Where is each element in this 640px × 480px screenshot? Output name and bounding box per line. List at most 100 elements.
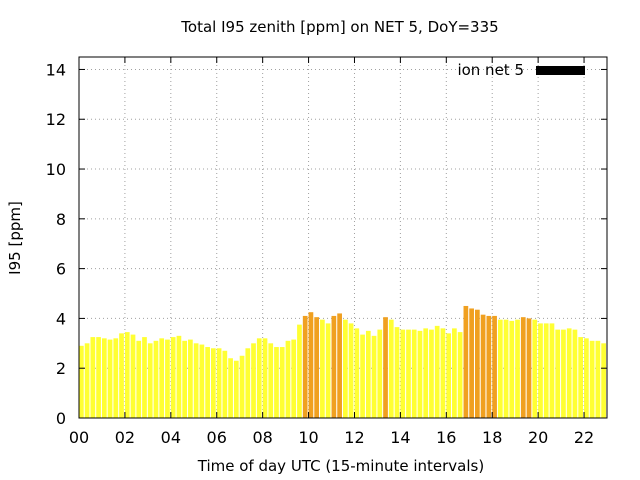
bar	[343, 319, 348, 418]
ticks	[78, 57, 607, 419]
bar	[394, 327, 400, 418]
bar	[79, 345, 84, 418]
x-axis-label: Time of day UTC (15-minute intervals)	[197, 457, 484, 475]
bar	[377, 329, 383, 418]
bar	[274, 347, 279, 418]
bar	[354, 328, 360, 418]
bar	[165, 339, 170, 418]
bar	[136, 340, 142, 418]
x-tick-label: 20	[528, 428, 548, 447]
bar	[147, 343, 153, 418]
bar	[113, 338, 119, 418]
bar	[205, 347, 210, 418]
bar	[90, 337, 96, 418]
bar	[130, 334, 136, 418]
y-tick-label: 2	[56, 359, 66, 378]
bar	[188, 339, 193, 418]
bar	[84, 343, 90, 418]
bar	[170, 337, 176, 418]
bar	[96, 337, 101, 418]
bars	[79, 305, 606, 418]
bar	[182, 340, 188, 418]
bar	[216, 348, 222, 418]
bar	[538, 323, 543, 418]
bar	[107, 339, 113, 418]
bar	[142, 337, 147, 418]
bar	[228, 358, 233, 418]
bar	[555, 329, 561, 418]
bar	[417, 330, 423, 418]
bar	[285, 340, 291, 418]
legend: ion net 5	[457, 61, 585, 79]
bar	[469, 308, 474, 418]
bar	[434, 325, 440, 418]
bar	[279, 347, 285, 418]
bar	[446, 333, 452, 418]
bar	[423, 328, 429, 418]
bar	[199, 344, 205, 418]
bar	[302, 315, 308, 418]
bar	[320, 319, 325, 418]
bar	[383, 317, 388, 418]
plot-frame	[78, 56, 608, 419]
bar	[222, 350, 228, 418]
x-tick-label: 12	[344, 428, 364, 447]
y-tick-labels: 0 2 4 6 8 10 12 14	[46, 60, 66, 428]
bar	[297, 324, 302, 418]
bar	[239, 355, 245, 418]
bar	[124, 332, 130, 418]
bar	[159, 338, 165, 418]
y-tick-label: 12	[46, 110, 66, 129]
bar	[572, 329, 578, 418]
x-tick-label: 14	[390, 428, 410, 447]
legend-swatch	[536, 66, 585, 75]
bar	[245, 348, 251, 418]
y-tick-label: 8	[56, 210, 66, 229]
bar	[429, 329, 434, 418]
bar	[475, 309, 480, 418]
bar	[457, 332, 463, 418]
legend-label: ion net 5	[457, 61, 524, 79]
bar	[331, 315, 337, 418]
bar	[360, 334, 365, 418]
bar	[337, 313, 342, 418]
bar	[291, 339, 297, 418]
bar	[509, 320, 515, 418]
bar	[251, 343, 256, 418]
bar	[348, 323, 354, 418]
bar	[388, 319, 394, 418]
bar	[492, 315, 497, 418]
x-tick-labels: 00 02 04 06 08 10 12 14 16 18 20 22	[69, 428, 594, 447]
bar	[601, 343, 606, 418]
bar	[584, 338, 589, 418]
bar	[497, 319, 503, 418]
bar	[440, 328, 446, 418]
bar	[262, 338, 268, 418]
y-tick-label: 10	[46, 160, 66, 179]
bar	[325, 323, 331, 418]
chart-title: Total I95 zenith [ppm] on NET 5, DoY=335	[180, 18, 498, 36]
x-tick-label: 18	[482, 428, 502, 447]
bar	[480, 314, 486, 418]
bar	[589, 340, 595, 418]
bar	[561, 329, 566, 418]
bar	[365, 330, 371, 418]
bar	[526, 318, 532, 418]
bar	[256, 338, 262, 418]
x-tick-label: 00	[69, 428, 89, 447]
bar	[371, 335, 377, 418]
x-tick-label: 16	[436, 428, 456, 447]
bar	[314, 317, 320, 418]
bar	[520, 317, 526, 418]
x-tick-label: 02	[115, 428, 135, 447]
bar	[406, 329, 411, 418]
x-tick-label: 04	[161, 428, 181, 447]
bar	[486, 315, 492, 418]
bar	[515, 319, 520, 418]
bar	[400, 329, 406, 418]
y-axis-label: I95 [ppm]	[6, 201, 24, 275]
bar	[308, 312, 314, 418]
bar	[101, 338, 107, 418]
bar	[578, 337, 584, 418]
